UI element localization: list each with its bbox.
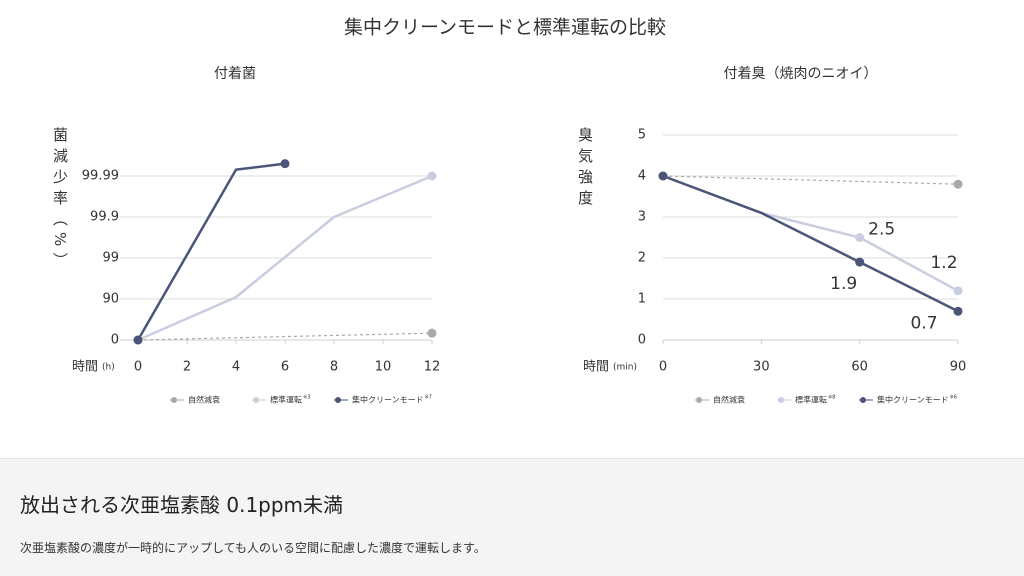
legend-label: 標準運転 (270, 395, 302, 405)
legend-label: 自然減衰 (188, 395, 220, 405)
x-axis-title: 時間 (583, 360, 609, 375)
data-label: 1.2 (930, 253, 957, 273)
series-line (136, 162, 286, 341)
page-title: 集中クリーンモードと標準運転の比較 (344, 17, 666, 39)
y-tick-label: 0 (111, 333, 119, 348)
point (953, 306, 963, 316)
data-label: 1.9 (830, 274, 857, 294)
y-tick-label: 99.99 (82, 169, 119, 184)
x-tick-label: 90 (950, 360, 967, 375)
legend-marker (778, 397, 784, 403)
y-axis-title: 臭気強度 (576, 127, 594, 211)
x-tick-label: 10 (375, 360, 392, 375)
point (658, 171, 668, 181)
x-tick-label: 2 (183, 360, 191, 375)
x-tick-label: 4 (232, 360, 240, 375)
legend-note: ※7 (425, 395, 432, 401)
legend-marker (253, 397, 259, 403)
chart-title: 付着臭（焼肉のニオイ） (724, 66, 878, 82)
section-body: 次亜塩素酸の濃度が一時的にアップしても人のいる空間に配慮した濃度で運転します。 (20, 541, 486, 555)
y-tick-label: 2 (638, 251, 646, 266)
legend-label: 集中クリーンモード (352, 395, 424, 405)
x-tick-label: 6 (281, 360, 289, 375)
y-axis-title: 菌減少率（%） (51, 127, 69, 273)
info-section: 放出される次亜塩素酸 0.1ppm未満 次亜塩素酸の濃度が一時的にアップしても人… (0, 458, 1024, 576)
x-tick-label: 0 (659, 360, 667, 375)
point (427, 328, 437, 338)
series-line (662, 174, 959, 313)
point (953, 179, 963, 189)
y-tick-label: 99.9 (90, 210, 119, 225)
legend-label: 集中クリーンモード (877, 395, 949, 405)
x-tick-label: 60 (851, 360, 868, 375)
legend-label: 標準運転 (795, 395, 827, 405)
x-tick-label: 8 (330, 360, 338, 375)
x-axis-title: 時間 (72, 360, 98, 375)
x-axis-unit: (h) (102, 363, 115, 373)
y-tick-label: 4 (638, 169, 646, 184)
section-heading: 放出される次亜塩素酸 0.1ppm未満 (20, 493, 344, 517)
y-tick-label: 1 (638, 292, 646, 307)
point (953, 286, 963, 296)
x-tick-label: 30 (753, 360, 770, 375)
series-line (662, 175, 959, 185)
y-tick-label: 99 (102, 251, 119, 266)
point (427, 171, 437, 181)
legend-note: ※3 (303, 395, 310, 401)
legend-marker (171, 397, 177, 403)
y-tick-label: 90 (102, 292, 119, 307)
x-tick-label: 12 (424, 360, 441, 375)
point (280, 159, 290, 169)
point (855, 233, 865, 242)
y-tick-label: 3 (638, 210, 646, 225)
legend-note: ※6 (950, 395, 957, 401)
legend-label: 自然減衰 (713, 395, 745, 405)
legend-marker (860, 397, 866, 403)
legend-marker (335, 397, 341, 403)
x-axis-unit: (min) (613, 363, 637, 373)
legend-marker (696, 397, 702, 403)
x-tick-label: 0 (134, 360, 142, 375)
data-label: 0.7 (910, 313, 937, 333)
data-label: 2.5 (868, 220, 895, 240)
y-tick-label: 5 (638, 128, 646, 143)
series-line (137, 174, 433, 342)
point (855, 257, 865, 267)
series-line (137, 332, 433, 341)
point (133, 335, 143, 345)
legend-note: ※8 (828, 395, 835, 401)
chart-title: 付着菌 (214, 66, 256, 82)
y-tick-label: 0 (638, 333, 646, 348)
